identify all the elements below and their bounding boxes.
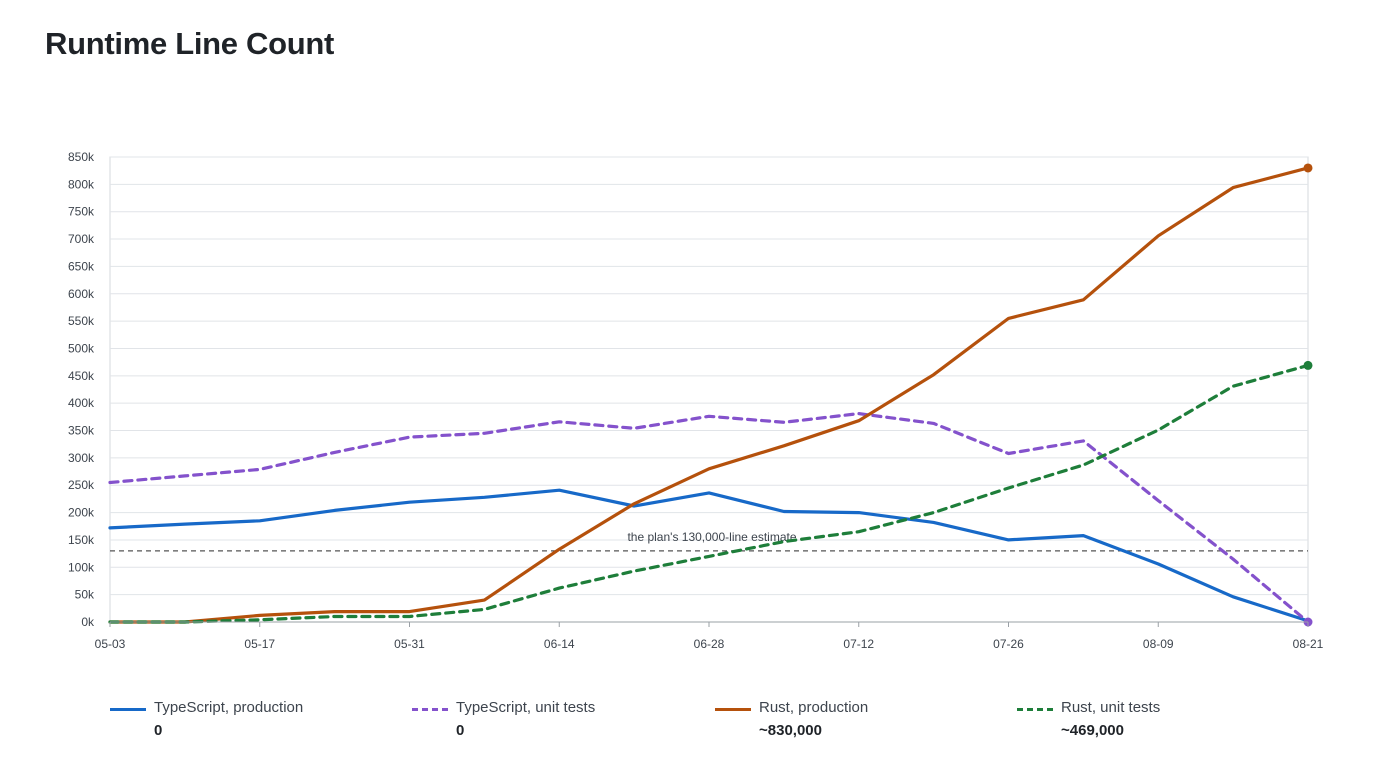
y-tick-label: 500k: [68, 341, 95, 355]
legend-item-2: TypeScript, unit tests 0: [412, 697, 692, 757]
legend-label: Rust, unit tests: [1061, 699, 1161, 716]
legend-final-value: 0: [154, 722, 163, 739]
y-tick-label: 150k: [68, 533, 95, 547]
legend-swatch: [715, 708, 751, 711]
y-tick-label: 200k: [68, 506, 95, 520]
y-tick-label: 250k: [68, 478, 95, 492]
x-tick-label: 05-31: [394, 637, 425, 651]
legend-label: Rust, production: [759, 699, 869, 716]
y-tick-label: 300k: [68, 451, 95, 465]
y-tick-label: 600k: [68, 287, 95, 301]
y-tick-label: 850k: [68, 150, 95, 164]
y-tick-label: 800k: [68, 177, 95, 191]
y-tick-label: 450k: [68, 369, 95, 383]
legend-swatch: [1017, 708, 1053, 711]
legend-swatch: [110, 708, 146, 711]
reference-line-group: the plan's 130,000-line estimate: [110, 530, 1308, 552]
x-tick-label: 08-09: [1143, 637, 1174, 651]
series-end-point-4: [1303, 360, 1313, 370]
series-line-4: [108, 363, 1310, 624]
reference-line-label: the plan's 130,000-line estimate: [627, 530, 796, 544]
y-tick-label: 0k: [81, 615, 95, 629]
legend-final-value: ~469,000: [1061, 722, 1124, 739]
x-tick-label: 07-12: [843, 637, 874, 651]
legend-final-value: ~830,000: [759, 722, 822, 739]
legend-item-1: TypeScript, production 0: [110, 697, 390, 757]
series-line-1: [108, 488, 1310, 623]
x-tick-label: 06-14: [544, 637, 575, 651]
chart-legend: TypeScript, production 0 TypeScript, unit …: [0, 697, 1400, 757]
x-tick-label: 07-26: [993, 637, 1024, 651]
x-tick-label: 06-28: [694, 637, 725, 651]
x-tick-label: 05-17: [244, 637, 275, 651]
chart-series: [108, 163, 1313, 627]
y-tick-label: 650k: [68, 259, 95, 273]
page-title: Runtime Line Count: [45, 26, 335, 61]
legend-swatch: [412, 708, 448, 711]
series-end-point-3: [1303, 163, 1313, 173]
legend-item-3: Rust, production ~830,000: [715, 697, 995, 757]
legend-item-4: Rust, unit tests ~469,000: [1017, 697, 1297, 757]
y-tick-label: 100k: [68, 560, 95, 574]
y-tick-label: 400k: [68, 396, 95, 410]
chart-axes: 0k 50k 100k 150k 200k 250k 300k 350k 400k 450k 500…: [68, 150, 1324, 651]
y-tick-label: 350k: [68, 424, 95, 438]
legend-label: TypeScript, unit tests: [456, 699, 596, 716]
y-tick-label: 550k: [68, 314, 95, 328]
series-line-3: [108, 166, 1310, 624]
y-tick-label: 50k: [75, 588, 95, 602]
x-tick-label: 05-03: [95, 637, 126, 651]
y-tick-label: 700k: [68, 232, 95, 246]
legend-final-value: 0: [456, 722, 465, 739]
y-tick-label: 750k: [68, 205, 95, 219]
legend-label: TypeScript, production: [154, 699, 304, 716]
x-tick-label: 08-21: [1293, 637, 1324, 651]
series-line-2: [108, 412, 1310, 624]
